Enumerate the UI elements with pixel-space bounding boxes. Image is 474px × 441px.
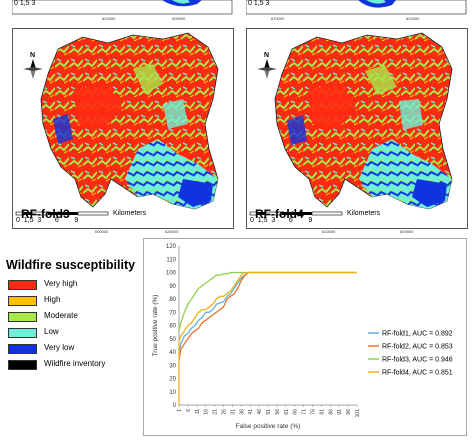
x-tick-label: 61 [284,409,290,415]
x-tick-label: 81 [319,409,325,415]
y-tick-label: 0 [173,403,177,409]
top-coord-4: 620000 [406,16,420,21]
x-tick-label: 1 [177,409,183,412]
series-line-3 [178,271,357,331]
top-coord-1: 620000 [102,16,116,21]
scale-numbers-fold4: 0 1,5 3 6 9 [250,217,313,224]
top-scale-numbers-right: 0 1,5 3 [248,0,270,7]
susceptibility-map-fold4: N [249,32,453,216]
y-tick-label: 100 [166,271,177,277]
north-arrow-fold4 [257,59,277,79]
north-label-fold4: N [264,52,269,59]
y-axis-label: True positive rate (%) [152,295,159,357]
x-tick-label: 11 [195,409,201,414]
x-tick-label: 76 [311,409,317,415]
top-coord-2: 500000 [172,16,186,21]
legend-label-4: RF-fold4, AUC = 0.851 [382,370,453,377]
x-tick-label: 71 [302,409,308,415]
x-tick-label: 86 [328,409,334,415]
top-strip-left: 0 1,5 3 620000 500000 [11,0,234,22]
x-tick-label: 66 [293,409,299,415]
top-strip-right-map [245,0,467,15]
x-tick-label: 56 [275,409,281,415]
y-tick-label: 40 [169,350,176,356]
y-tick-label: 80 [169,297,176,303]
x-tick-label: 96 [346,409,352,415]
legend-label-very-high: Very high [44,279,78,288]
map-panel-fold3: N RF-fold3 0 1,5 3 6 9 Kilometers [12,28,234,229]
x-tick-label: 21 [213,409,219,415]
x-tick-label: 91 [337,409,343,415]
north-arrow-fold3 [23,59,43,79]
x-tick-label: 31 [230,409,236,415]
x-tick-label: 46 [257,409,263,415]
top-coord-3: 870000 [271,16,285,21]
frame-coord-bottom-1: 600000 [95,229,109,234]
legend-label-2: RF-fold2, AUC = 0.853 [382,344,453,351]
top-strip-left-map [11,0,233,15]
series-line-4 [178,271,357,405]
swatch-very-high [8,280,37,290]
legend-label-very-low: Very low [44,343,75,352]
x-tick-label: 36 [239,409,245,415]
y-tick-label: 50 [169,337,176,343]
x-tick-label: 16 [204,409,210,415]
scale-unit-fold4: Kilometers [347,210,381,217]
series-line-2 [178,271,357,361]
y-tick-label: 70 [169,310,176,316]
legend-label-wildfire-inventory: Wildfire inventory [44,359,106,368]
x-tick-label: 6 [186,409,192,412]
y-tick-label: 20 [169,377,176,383]
panel-label-fold4: RF-fold4 [255,207,304,221]
legend-label-high: High [44,295,61,304]
legend: Wildfire susceptibility Very high High M… [0,258,140,408]
y-tick-label: 90 [169,284,176,290]
frame-coord-bottom-4: 620000 [400,229,414,234]
x-tick-label: 51 [266,409,272,415]
legend-label-low: Low [44,327,59,336]
top-scale-numbers-left: 0 1,5 3 [14,0,36,7]
legend-title: Wildfire susceptibility [6,258,136,272]
x-axis-label: False positive rate (%) [236,423,301,430]
legend-label-3: RF-fold3, AUC = 0.946 [382,357,453,364]
susceptibility-map-fold3: N [15,32,219,216]
swatch-wildfire-inventory [8,360,37,370]
legend-label-1: RF-fold1, AUC = 0.892 [382,331,453,338]
swatch-high [8,296,37,306]
y-tick-label: 110 [166,257,176,263]
roc-chart [143,238,467,436]
north-label-fold3: N [30,52,35,59]
scale-numbers-fold3: 0 1,5 3 6 9 [16,217,79,224]
scale-bar-fold4 [249,211,343,216]
y-tick-label: 60 [169,324,176,330]
y-tick-label: 120 [166,244,177,250]
series-line-1 [178,271,357,353]
x-tick-label: 101 [355,409,361,418]
swatch-very-low [8,344,37,354]
frame-coord-bottom-3: 610000 [322,229,336,234]
x-tick-label: 41 [248,409,254,415]
swatch-low [8,328,37,338]
scale-bar-fold3 [15,211,109,216]
x-tick-label: 26 [222,409,228,415]
legend-label-moderate: Moderate [44,311,78,320]
y-tick-label: 30 [169,363,176,369]
panel-label-fold3: RF-fold3 [21,207,70,221]
top-strip-right: 0 1,5 3 870000 620000 [245,0,468,22]
y-tick-label: 10 [169,390,176,396]
scale-unit-fold3: Kilometers [113,210,147,217]
map-panel-fold4: N RF-fold4 0 1,5 3 6 9 Kilometers [246,28,468,229]
frame-coord-bottom-2: 620000 [165,229,179,234]
swatch-moderate [8,312,37,322]
